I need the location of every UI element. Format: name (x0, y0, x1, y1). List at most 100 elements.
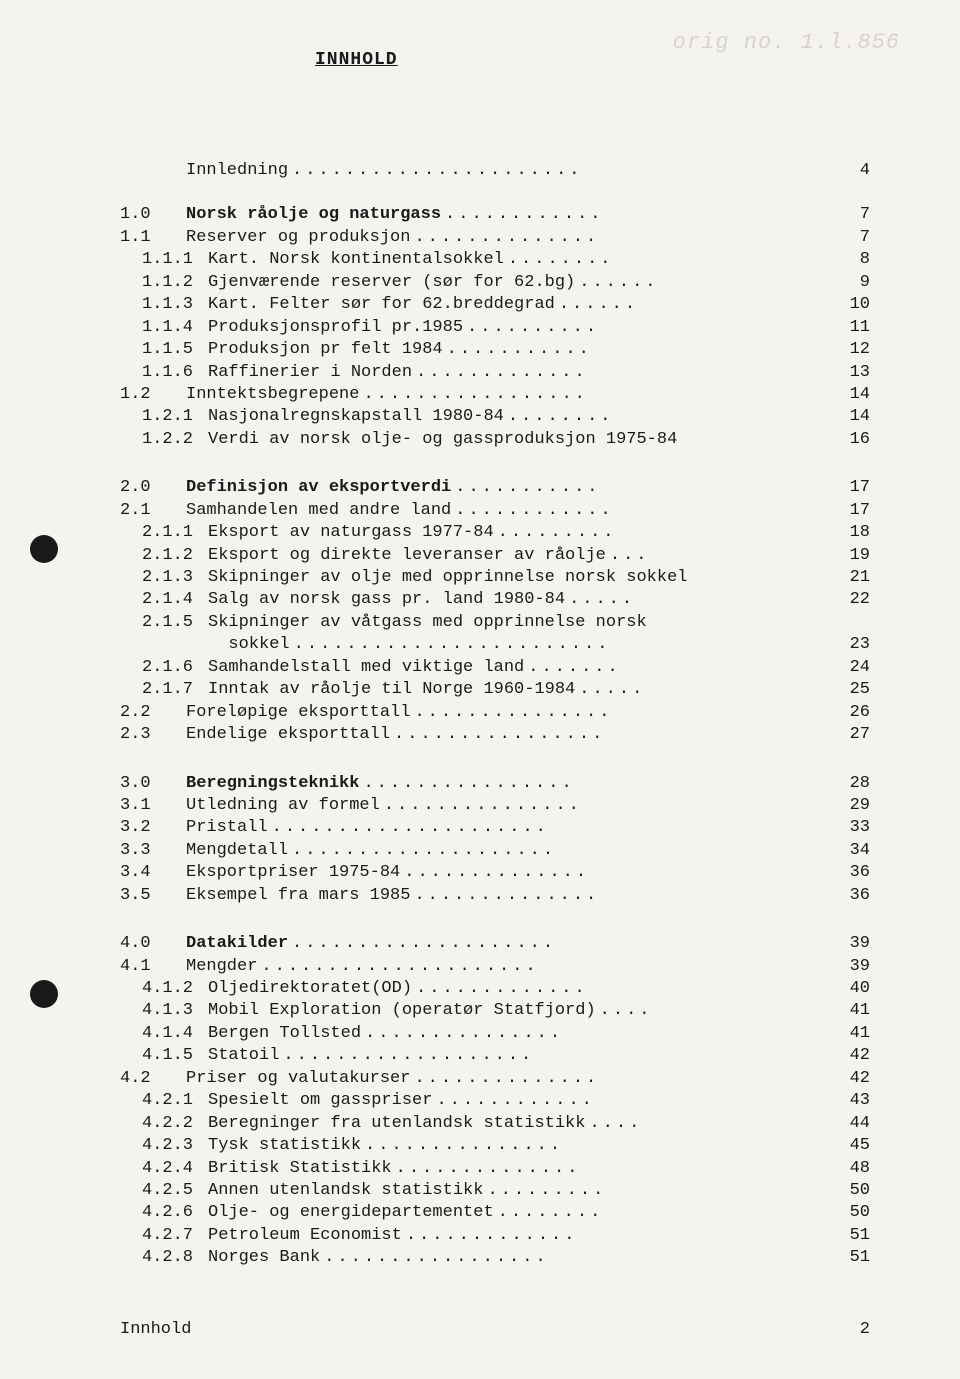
toc-page-number: 50 (836, 1202, 870, 1224)
toc-number: 4.1.4 (120, 1023, 208, 1045)
toc-number: 2.1.3 (120, 567, 208, 589)
toc-leader-dots: ................. (359, 384, 836, 406)
toc-leader-dots: ......... (494, 522, 836, 544)
toc-leader-dots: ................ (359, 773, 836, 795)
toc-entry: 2.3Endelige eksporttall................2… (120, 724, 870, 746)
toc-number (120, 160, 186, 182)
toc-page-number: 13 (836, 362, 870, 384)
toc-label: Norges Bank (208, 1247, 320, 1269)
toc-leader-dots: ............... (361, 1023, 836, 1045)
toc-label: Petroleum Economist (208, 1225, 402, 1247)
footer-title: Innhold (120, 1320, 191, 1339)
toc-label: Produksjonsprofil pr.1985 (208, 317, 463, 339)
toc-label: Kart. Norsk kontinentalsokkel (208, 249, 504, 271)
toc-entry: 2.1.2Eksport og direkte leveranser av rå… (120, 545, 870, 567)
toc-number: 2.2 (120, 702, 186, 724)
toc-entry: 4.2.7Petroleum Economist.............51 (120, 1225, 870, 1247)
toc-entry: 4.2.3Tysk statistikk...............45 (120, 1135, 870, 1157)
toc-page-number: 34 (836, 840, 870, 862)
toc-page-number: 40 (836, 978, 870, 1000)
toc-page-number: 23 (836, 634, 870, 656)
toc-page-number: 7 (836, 227, 870, 249)
toc-number: 1.0 (120, 204, 186, 226)
toc-page-number: 42 (836, 1068, 870, 1090)
toc-label: Inntektsbegrepene (186, 384, 359, 406)
toc-label: Skipninger av olje med opprinnelse norsk… (208, 567, 687, 589)
toc-number: 1.1.1 (120, 249, 208, 271)
toc-number: 3.0 (120, 773, 186, 795)
toc-leader-dots: ..................... (268, 817, 836, 839)
toc-leader-dots: ............... (361, 1135, 836, 1157)
toc-number: 4.2.1 (120, 1090, 208, 1112)
toc-label: Gjenværende reserver (sør for 62.bg) (208, 272, 575, 294)
toc-leader-dots: .............. (410, 885, 836, 907)
toc-entry: Innledning......................4 (120, 160, 870, 182)
toc-leader-dots: ............... (380, 795, 836, 817)
toc-leader-dots: ..................... (257, 956, 836, 978)
toc-label: Mobil Exploration (operatør Statfjord) (208, 1000, 596, 1022)
toc-entry: 2.1Samhandelen med andre land...........… (120, 500, 870, 522)
toc-page-number: 22 (836, 589, 870, 611)
toc-page-number: 28 (836, 773, 870, 795)
toc-leader-dots (647, 612, 836, 634)
toc-entry: 2.1.3Skipninger av olje med opprinnelse … (120, 567, 870, 589)
toc-page-number: 4 (836, 160, 870, 182)
toc-number: 2.1.4 (120, 589, 208, 611)
toc-number: 1.2 (120, 384, 186, 406)
toc-page-number: 16 (836, 429, 870, 451)
toc-number: 4.2.7 (120, 1225, 208, 1247)
toc-page-number: 25 (836, 679, 870, 701)
toc-label: Priser og valutakurser (186, 1068, 410, 1090)
toc-number: 4.1.2 (120, 978, 208, 1000)
toc-entry: 1.2.2Verdi av norsk olje- og gassproduks… (120, 429, 870, 451)
toc-number: 4.2.6 (120, 1202, 208, 1224)
toc-entry: sokkel........................23 (120, 634, 870, 656)
toc-leader-dots: .... (596, 1000, 836, 1022)
toc-leader-dots: ........ (494, 1202, 836, 1224)
toc-leader-dots: ................. (320, 1247, 836, 1269)
toc-number: 3.5 (120, 885, 186, 907)
toc-label: Raffinerier i Norden (208, 362, 412, 384)
toc-entry: 2.1.1Eksport av naturgass 1977-84.......… (120, 522, 870, 544)
toc-number: 2.1.5 (120, 612, 208, 634)
toc-leader-dots: ............ (451, 500, 836, 522)
toc-label: Tysk statistikk (208, 1135, 361, 1157)
toc-entry: 3.0Beregningsteknikk................28 (120, 773, 870, 795)
toc-entry: 1.0Norsk råolje og naturgass............… (120, 204, 870, 226)
toc-label: Verdi av norsk olje- og gassproduksjon 1… (208, 429, 677, 451)
toc-number: 2.3 (120, 724, 186, 746)
toc-label: Samhandelen med andre land (186, 500, 451, 522)
toc-label: Reserver og produksjon (186, 227, 410, 249)
toc-entry: 4.2.1Spesielt om gasspriser............4… (120, 1090, 870, 1112)
footer: Innhold 2 (120, 1320, 870, 1339)
toc-entry: 2.1.4Salg av norsk gass pr. land 1980-84… (120, 589, 870, 611)
toc-leader-dots: .............. (410, 227, 836, 249)
toc-number: 4.2.8 (120, 1247, 208, 1269)
toc-number: 2.1.6 (120, 657, 208, 679)
punch-hole-icon (30, 980, 58, 1008)
toc-number: 4.0 (120, 933, 186, 955)
toc-leader-dots: ............. (402, 1225, 836, 1247)
toc-page-number: 26 (836, 702, 870, 724)
page: orig no. 1.l.856 INNHOLD Innledning.....… (0, 0, 960, 1379)
toc-page-number: 21 (836, 567, 870, 589)
toc-leader-dots: ............. (412, 362, 836, 384)
toc-page-number: 17 (836, 477, 870, 499)
toc-entry: 3.4Eksportpriser 1975-84..............36 (120, 862, 870, 884)
toc-number: 1.2.1 (120, 406, 208, 428)
toc-number: 4.2 (120, 1068, 186, 1090)
toc-number: 3.1 (120, 795, 186, 817)
toc-page-number: 18 (836, 522, 870, 544)
toc-entry: 4.1.2Oljedirektoratet(OD).............40 (120, 978, 870, 1000)
toc-label: Annen utenlandsk statistikk (208, 1180, 483, 1202)
toc-number: 1.1.4 (120, 317, 208, 339)
toc-label: Eksport og direkte leveranser av råolje (208, 545, 606, 567)
toc-page-number: 17 (836, 500, 870, 522)
toc-entry: 3.1Utledning av formel...............29 (120, 795, 870, 817)
toc-entry: 1.1.6Raffinerier i Norden.............13 (120, 362, 870, 384)
toc-section: Innledning......................4 1.0Nors… (120, 160, 870, 451)
toc-number: 4.2.2 (120, 1113, 208, 1135)
toc-leader-dots: ................... (279, 1045, 836, 1067)
toc-page-number: 36 (836, 862, 870, 884)
toc-leader-dots: ............... (410, 702, 836, 724)
